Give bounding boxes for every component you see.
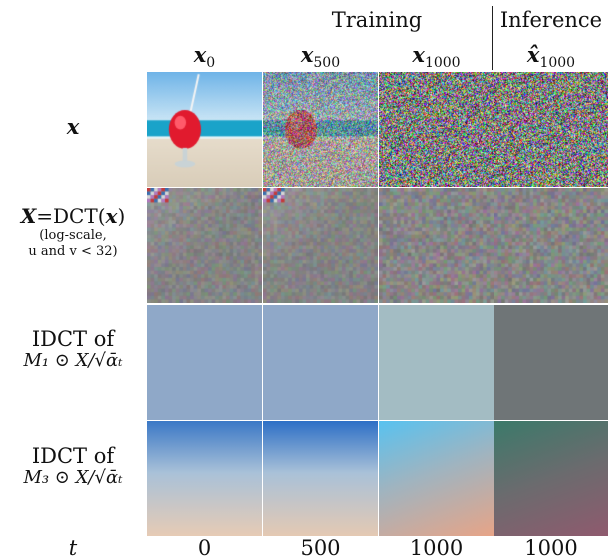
row-header-dct-label: X=DCT(x) — [20, 204, 126, 228]
col-header-xhat1000: x̂1000 — [526, 42, 576, 72]
t-axis-label: t — [68, 536, 78, 560]
m3-t1000 — [379, 421, 494, 536]
m1-xhat-t1000 — [494, 305, 608, 420]
training-header: Training — [331, 8, 423, 32]
dct-xhat-t1000 — [494, 188, 608, 303]
t-value-1000: 1000 — [409, 536, 464, 560]
row-header-dct-note1: (log-scale, — [39, 228, 107, 243]
m1-t0 — [147, 305, 262, 420]
col-header-x500: x500 — [300, 42, 341, 72]
m3-xhat-t1000 — [494, 421, 608, 536]
row-header-m1-line2: M₁ ⊙ X/√ᾱₜ — [23, 350, 123, 372]
t-value-500: 500 — [300, 536, 341, 560]
train-inference-divider — [492, 6, 493, 70]
img-x-t0 — [147, 72, 262, 187]
row-header-m3: IDCT of M₃ ⊙ X/√ᾱₜ — [0, 444, 146, 489]
row-header-x: x — [66, 114, 80, 139]
inference-header: Inference — [499, 8, 603, 32]
m1-t500 — [263, 305, 378, 420]
row-header-m3-line1: IDCT of — [31, 444, 115, 468]
row-header-m1-line1: IDCT of — [31, 327, 115, 351]
img-xhat-t1000 — [494, 72, 608, 187]
row-header-dct: X=DCT(x) (log-scale, u and v < 32) — [0, 205, 146, 261]
m1-t1000 — [379, 305, 494, 420]
t-value-0: 0 — [197, 536, 212, 560]
dct-t0 — [147, 188, 262, 303]
m3-t500 — [263, 421, 378, 536]
row-header-m3-line2: M₃ ⊙ X/√ᾱₜ — [23, 467, 123, 489]
col-header-x1000: x1000 — [412, 42, 461, 72]
col-header-x0: x0 — [193, 42, 216, 72]
t-value-1000-inference: 1000 — [524, 536, 578, 560]
dct-t1000 — [379, 188, 494, 303]
dct-t500 — [263, 188, 378, 303]
img-x-t1000 — [379, 72, 494, 187]
row-header-m1: IDCT of M₁ ⊙ X/√ᾱₜ — [0, 327, 146, 372]
img-x-t500 — [263, 72, 378, 187]
m3-t0 — [147, 421, 262, 536]
row-header-dct-note2: u and v < 32) — [28, 244, 118, 260]
